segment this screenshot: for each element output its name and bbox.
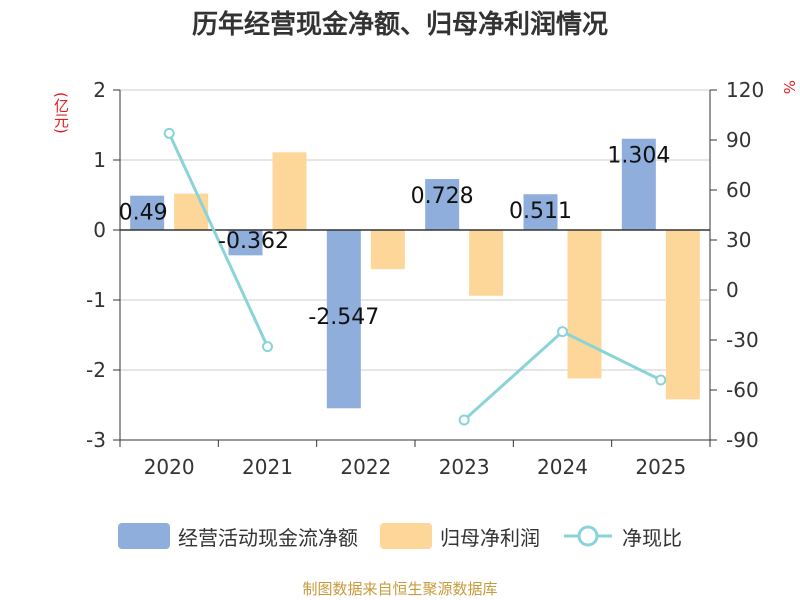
x-tick-label: 2021 xyxy=(242,455,293,479)
legend-swatch-net-profit xyxy=(380,523,432,549)
right-tick-label: 0 xyxy=(726,278,739,302)
cash-flow-bar xyxy=(621,138,656,230)
ratio-point xyxy=(655,374,667,386)
legend-item-cash-flow[interactable]: 经营活动现金流净额 xyxy=(118,522,358,551)
cash-flow-bar xyxy=(130,195,165,230)
ratio-point xyxy=(163,127,175,139)
net-profit-bar xyxy=(272,152,307,230)
cash-flow-bar xyxy=(523,194,558,230)
legend-label-cash-flow: 经营活动现金流净额 xyxy=(178,525,358,550)
data-source-note: 制图数据来自恒生聚源数据库 xyxy=(302,580,498,598)
net-profit-bar xyxy=(469,230,504,296)
left-tick-label: 0 xyxy=(93,218,106,242)
axis-layer: 2 1 0 -1 -2 -3 120 90 60 30 0 -30 -60 -90 2020 2021 2022… xyxy=(86,78,764,479)
line-layer xyxy=(163,127,667,426)
net-profit-bar xyxy=(174,193,209,230)
legend-item-ratio[interactable]: 净现比 xyxy=(562,522,682,551)
x-tick-label: 2024 xyxy=(537,455,588,479)
x-tick-label: 2022 xyxy=(340,455,391,479)
legend-line-circle-icon xyxy=(564,525,612,547)
net-profit-bar xyxy=(370,230,405,270)
net-profit-bar xyxy=(567,230,602,379)
cash-flow-data-label: 1.304 xyxy=(607,144,670,169)
legend-item-net-profit[interactable]: 归母净利润 xyxy=(380,522,540,551)
bar-layer xyxy=(130,138,700,409)
ratio-point xyxy=(458,414,470,426)
left-tick-label: -1 xyxy=(86,288,106,312)
legend-swatch-cash-flow xyxy=(118,523,170,549)
right-tick-label: 30 xyxy=(726,228,751,252)
ratio-line-segment xyxy=(167,132,269,348)
left-tick-label: -3 xyxy=(86,428,106,452)
right-tick-label: -90 xyxy=(726,428,759,452)
ratio-point xyxy=(557,326,568,338)
label-layer: 0.49 -0.362 -2.547 0.728 0.511 1.304 xyxy=(119,144,671,330)
grid-layer xyxy=(120,89,710,441)
legend-label-ratio: 净现比 xyxy=(622,525,682,550)
x-tick-label: 2025 xyxy=(635,455,686,479)
left-tick-label: 2 xyxy=(93,78,106,102)
ratio-line-segment xyxy=(463,329,662,422)
cash-flow-bar xyxy=(228,230,263,256)
cash-flow-bar xyxy=(425,179,460,230)
right-axis-unit: % xyxy=(780,80,798,95)
cash-flow-data-label: 0.511 xyxy=(509,199,572,224)
net-profit-bar xyxy=(665,230,700,400)
x-tick-label: 2023 xyxy=(439,455,490,479)
cash-flow-data-label: 0.49 xyxy=(119,201,168,226)
right-tick-label: 120 xyxy=(726,78,764,102)
right-tick-label: 60 xyxy=(726,178,751,202)
left-tick-label: -2 xyxy=(86,358,106,382)
chart-title: 历年经营现金净额、归母净利润情况 xyxy=(191,10,608,40)
cash-flow-data-label: -0.362 xyxy=(218,229,289,254)
ratio-point xyxy=(262,341,273,353)
cash-flow-data-label: -2.547 xyxy=(308,305,379,330)
right-tick-label: 90 xyxy=(726,128,751,152)
cash-flow-bar xyxy=(326,230,361,409)
left-axis-unit: (亿元) xyxy=(52,92,70,134)
cash-flow-data-label: 0.728 xyxy=(411,184,474,209)
legend-label-net-profit: 归母净利润 xyxy=(440,525,540,550)
right-tick-label: -30 xyxy=(726,328,759,352)
legend: 经营活动现金流净额 归母净利润 净现比 xyxy=(0,518,800,554)
x-tick-label: 2020 xyxy=(144,455,195,479)
left-tick-label: 1 xyxy=(93,148,106,172)
right-tick-label: -60 xyxy=(726,378,759,402)
